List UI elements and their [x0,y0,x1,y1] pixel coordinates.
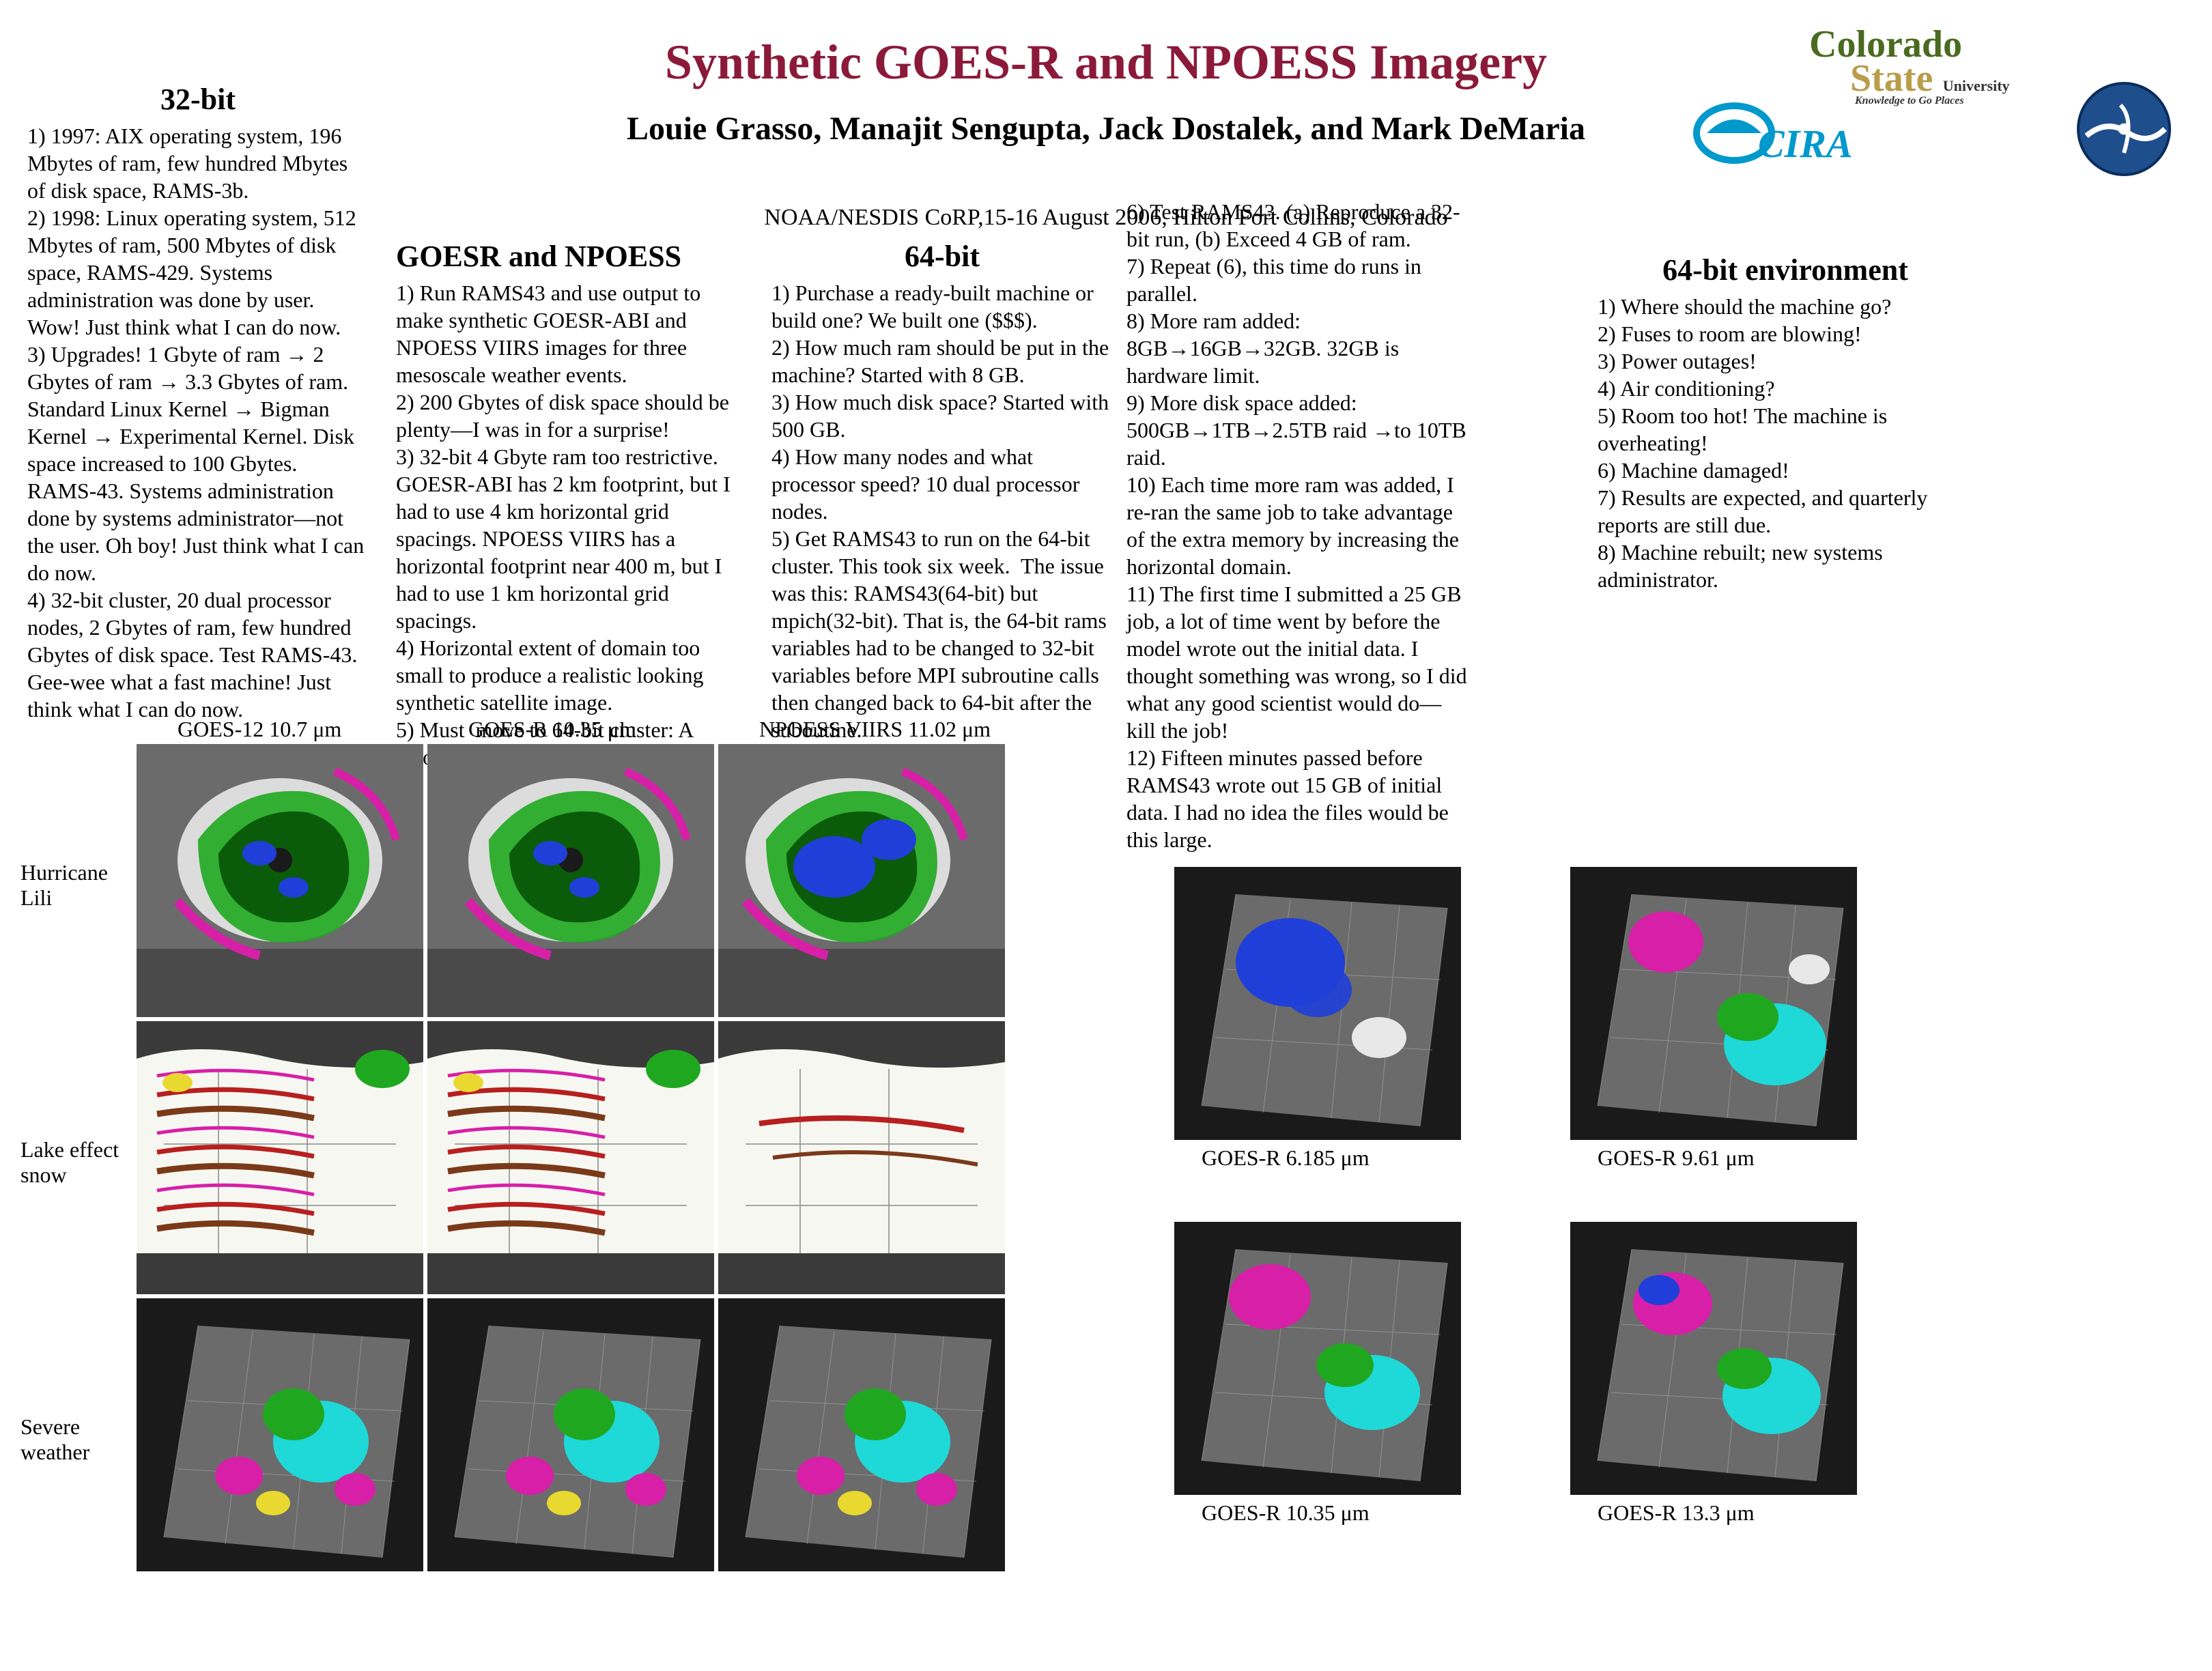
grid2x2-label: GOES-R 9.61 μm [1598,1145,1755,1171]
grid3x3-rowlabel: Severe weather [20,1414,130,1465]
csu-logo-sub: University [1943,77,2010,94]
grid2x2-label: GOES-R 13.3 μm [1598,1500,1755,1526]
section-64bit-environment: 64-bit environment 1) Where should the m… [1598,253,1973,593]
grid3x3-colheader: GOES-12 10.7 μm [178,717,341,742]
satellite-image [427,744,714,1017]
section-64bit-continued: 6) Test RAMS43. (a) Reproduce a 32-bit r… [1126,198,1468,853]
satellite-image [427,1021,714,1294]
section-64env-title: 64-bit environment [1598,253,1973,287]
satellite-image [1570,867,1857,1140]
grid3x3-colheader: NPOESS VIIRS 11.02 μm [759,717,991,742]
csu-logo: Colorado State University Knowledge to G… [1809,27,2010,106]
satellite-image [718,1021,1005,1294]
satellite-image [427,1298,714,1571]
csu-logo-line2: State [1850,57,1933,100]
section-64bit: 64-bit 1) Purchase a ready-built machine… [771,239,1113,743]
noaa-logo [2077,82,2171,176]
grid3x3-rowlabel: Lake effect snow [20,1137,130,1188]
satellite-image [1174,1222,1461,1495]
satellite-image [137,1298,423,1571]
noaa-icon [2080,85,2168,173]
logo-block: Colorado State University Knowledge to G… [1693,27,2171,205]
satellite-image [1174,867,1461,1140]
grid2x2-label: GOES-R 6.185 μm [1202,1145,1370,1171]
section-32bit-title: 32-bit [27,82,369,117]
cira-logo: CIRA [1693,96,1871,182]
section-64bit-body: 1) Purchase a ready-built machine or bui… [771,279,1113,743]
satellite-image [137,744,423,1017]
grid3x3-colheader: GOES-R 10.35 μm [468,717,636,742]
section-64env-body: 1) Where should the machine go? 2) Fuses… [1598,293,1973,593]
satellite-image [718,744,1005,1017]
section-32bit: 32-bit 1) 1997: AIX operating system, 19… [27,82,369,723]
satellite-image [1570,1222,1857,1495]
grid2x2-label: GOES-R 10.35 μm [1202,1500,1370,1526]
section-32bit-body: 1) 1997: AIX operating system, 196 Mbyte… [27,122,369,723]
section-64bit-title: 64-bit [771,239,1113,274]
satellite-image [718,1298,1005,1571]
cira-icon: CIRA [1693,96,1871,171]
svg-text:CIRA: CIRA [1758,122,1853,166]
satellite-image [137,1021,423,1294]
grid3x3-rowlabel: Hurricane Lili [20,860,130,911]
section-goesr-title: GOESR and NPOESS [396,239,751,274]
section-goesr-body: 1) Run RAMS43 and use output to make syn… [396,279,751,771]
section-64bit-cont-body: 6) Test RAMS43. (a) Reproduce a 32-bit r… [1126,198,1468,853]
section-goesr: GOESR and NPOESS 1) Run RAMS43 and use o… [396,239,751,771]
